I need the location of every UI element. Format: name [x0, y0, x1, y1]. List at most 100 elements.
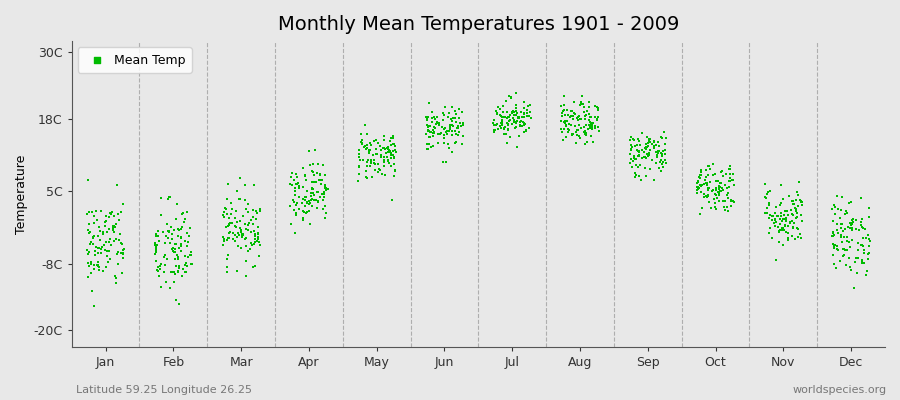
- Point: [554, 126, 569, 132]
- Point: [222, 235, 237, 241]
- Point: [425, 109, 439, 115]
- Point: [427, 130, 441, 136]
- Point: [377, 154, 392, 160]
- Point: [219, 206, 233, 212]
- Point: [251, 224, 266, 231]
- Point: [566, 116, 580, 122]
- Point: [856, 225, 870, 232]
- Point: [706, 187, 721, 193]
- Point: [429, 114, 444, 120]
- Point: [567, 98, 581, 105]
- Point: [781, 230, 796, 236]
- Point: [724, 197, 738, 203]
- Point: [87, 213, 102, 220]
- Point: [693, 182, 707, 188]
- Point: [161, 235, 176, 242]
- Point: [588, 113, 602, 120]
- Point: [150, 242, 165, 248]
- Point: [420, 127, 435, 134]
- Point: [843, 198, 858, 205]
- Point: [154, 212, 168, 218]
- Point: [831, 247, 845, 253]
- Point: [637, 154, 652, 160]
- Point: [489, 122, 503, 128]
- Point: [244, 217, 258, 224]
- Point: [103, 256, 117, 263]
- Point: [286, 197, 301, 204]
- Point: [762, 215, 777, 222]
- Point: [632, 173, 646, 180]
- Point: [313, 177, 328, 183]
- Point: [790, 192, 805, 198]
- Point: [624, 147, 638, 153]
- Point: [779, 208, 794, 214]
- Point: [220, 223, 235, 229]
- Point: [369, 151, 383, 157]
- Point: [521, 112, 535, 119]
- Point: [653, 157, 668, 163]
- Point: [99, 239, 113, 246]
- Point: [91, 263, 105, 269]
- Point: [495, 122, 509, 129]
- Point: [163, 240, 177, 246]
- Point: [491, 126, 505, 132]
- Point: [836, 246, 850, 253]
- Point: [583, 114, 598, 120]
- Point: [571, 117, 585, 123]
- Point: [651, 139, 665, 145]
- Point: [184, 260, 199, 267]
- Point: [230, 224, 244, 230]
- Point: [554, 103, 569, 110]
- Point: [152, 273, 166, 280]
- Point: [159, 256, 174, 262]
- Point: [774, 182, 788, 189]
- Point: [373, 167, 387, 173]
- Point: [374, 152, 388, 158]
- Point: [436, 139, 451, 146]
- Point: [517, 129, 531, 136]
- Point: [224, 211, 238, 217]
- Point: [766, 213, 780, 219]
- Point: [826, 218, 841, 225]
- Point: [357, 122, 372, 128]
- Point: [586, 139, 600, 145]
- Point: [83, 241, 97, 248]
- Point: [558, 118, 572, 124]
- Point: [786, 198, 800, 204]
- Point: [419, 117, 434, 124]
- Point: [590, 117, 605, 123]
- Point: [427, 114, 441, 120]
- Point: [434, 130, 448, 136]
- Point: [827, 232, 842, 238]
- Point: [383, 163, 398, 169]
- Point: [509, 110, 524, 116]
- Point: [220, 224, 234, 230]
- Point: [558, 120, 572, 127]
- Point: [101, 259, 115, 265]
- Point: [419, 146, 434, 152]
- Point: [249, 237, 264, 244]
- Point: [788, 206, 803, 212]
- Point: [658, 141, 672, 148]
- Point: [378, 172, 392, 178]
- Point: [230, 243, 245, 250]
- Point: [148, 244, 163, 250]
- Point: [240, 222, 255, 228]
- Point: [109, 280, 123, 286]
- Point: [859, 272, 873, 278]
- Point: [840, 233, 854, 240]
- Point: [241, 201, 256, 208]
- Point: [641, 152, 655, 159]
- Point: [707, 196, 722, 203]
- Point: [630, 141, 644, 148]
- Point: [721, 190, 735, 196]
- Point: [499, 131, 513, 137]
- Point: [627, 142, 642, 149]
- Point: [180, 263, 194, 270]
- Point: [295, 184, 310, 190]
- Point: [845, 216, 859, 223]
- Point: [785, 233, 799, 240]
- Point: [374, 143, 388, 149]
- Point: [693, 175, 707, 181]
- Point: [97, 219, 112, 225]
